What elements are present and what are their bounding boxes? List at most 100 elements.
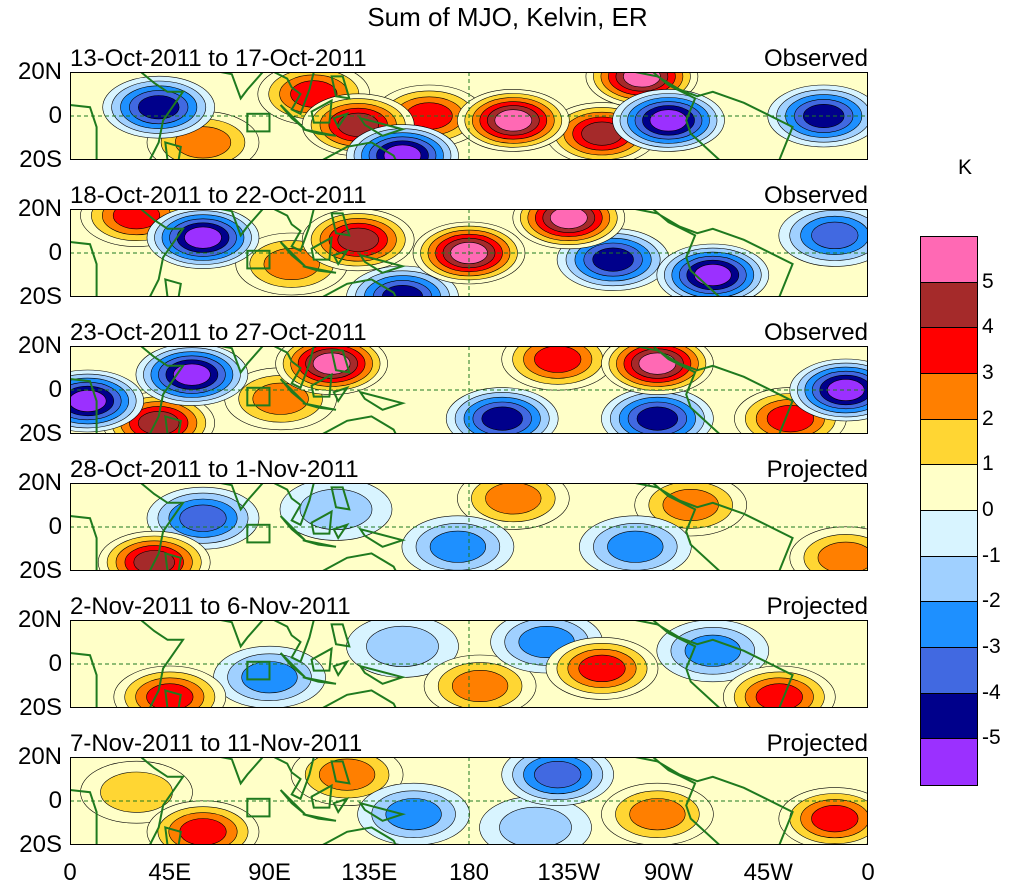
coastline [302, 128, 337, 137]
coastline [322, 415, 397, 434]
panel-kind-label: Projected [762, 731, 868, 757]
anomaly-contour [802, 103, 845, 128]
coastline [358, 390, 407, 411]
anomaly-contour [811, 804, 859, 833]
colorbar-label: -2 [982, 589, 1001, 613]
coastline [635, 346, 794, 434]
panel-date-range: 28-Oct-2011 to 1-Nov-2011 [70, 457, 363, 483]
map-panel: 2-Nov-2011 to 6-Nov-2011 Projected [70, 594, 868, 708]
panel-heatmap [70, 209, 868, 297]
coastline [330, 75, 351, 100]
panel-date-range: 23-Oct-2011 to 27-Oct-2011 [70, 320, 371, 346]
coastline [302, 402, 337, 411]
coastline [330, 623, 351, 648]
colorbar-box [921, 374, 977, 420]
anomaly-contour [485, 483, 542, 515]
lat-tick-label: 20N [17, 58, 62, 85]
lat-tick-label: 20N [17, 195, 62, 222]
colorbar-label: -5 [982, 726, 1001, 750]
coastline [70, 483, 185, 571]
lon-tick-label: 135E [341, 859, 398, 886]
anomaly-contour [826, 378, 865, 401]
coastline [70, 757, 185, 845]
lon-tick-label: 90E [248, 859, 291, 886]
coastline [332, 385, 350, 403]
colorbar-box [921, 282, 977, 329]
colorbar-label: 5 [982, 269, 994, 293]
coastline [164, 689, 182, 708]
lat-tick-label: 20S [19, 831, 62, 858]
lat-tick-label: 0 [48, 513, 62, 540]
coastline [220, 72, 265, 101]
lat-tick-label: 0 [48, 376, 62, 403]
panel-kind-label: Observed [759, 320, 868, 346]
coastline [635, 72, 794, 160]
panel-date-range: 13-Oct-2011 to 17-Oct-2011 [70, 46, 371, 72]
colorbar-box [921, 419, 977, 466]
coastline [70, 72, 185, 160]
coastline [273, 209, 315, 253]
colorbar-label: -3 [982, 635, 1001, 658]
coastline [332, 796, 350, 814]
panel-heatmap [70, 346, 868, 434]
coastline [302, 813, 337, 822]
coastline [273, 620, 315, 664]
colorbar-box [921, 465, 977, 511]
coastline [273, 483, 315, 527]
panel-kind-label: Observed [759, 183, 868, 209]
coastline [164, 826, 182, 845]
map-panel: 28-Oct-2011 to 1-Nov-2011 Projected [70, 457, 868, 571]
anomaly-contour [494, 109, 533, 132]
lat-tick-label: 20S [19, 283, 62, 310]
region-box [246, 112, 271, 133]
coastline [302, 676, 337, 685]
coastline [310, 98, 333, 124]
anomaly-contour [629, 798, 686, 831]
coastline [330, 760, 351, 785]
anomaly-contour [817, 541, 868, 571]
region-box [246, 797, 271, 818]
lat-tick-label: 0 [48, 650, 62, 677]
anomaly-contour [184, 226, 222, 249]
colorbar-label: 1 [982, 452, 994, 476]
coastline [220, 483, 265, 512]
colorbar-label: 0 [982, 498, 994, 521]
coastline [358, 116, 407, 137]
anomaly-contour [607, 530, 664, 563]
panel-date-range: 18-Oct-2011 to 22-Oct-2011 [70, 183, 371, 209]
region-box [246, 660, 271, 681]
anomaly-contour [592, 247, 634, 272]
anomaly-contour [481, 406, 523, 431]
coastline [279, 789, 306, 815]
colorbar-box [921, 648, 977, 694]
coastline [279, 241, 306, 267]
coastline [302, 265, 337, 274]
anomaly-contour [366, 625, 439, 667]
lon-tick-label: 0 [63, 859, 77, 886]
chart-title: Sum of MJO, Kelvin, ER [367, 2, 648, 32]
coastline [332, 248, 350, 266]
coastline [635, 209, 794, 297]
anomaly-contour [649, 109, 688, 132]
coastline [220, 757, 265, 786]
colorbar-box [921, 237, 977, 283]
coastline [358, 253, 407, 274]
coastline [279, 652, 306, 678]
panel-heatmap [70, 72, 868, 160]
map-panel: 23-Oct-2011 to 27-Oct-2011 Observed [70, 320, 868, 434]
colorbar-label: -1 [982, 543, 1001, 567]
lon-tick-label: 90W [643, 859, 694, 886]
colorbar-box [921, 328, 977, 374]
anomaly-contour [811, 221, 859, 249]
lat-tick-label: 0 [48, 102, 62, 129]
coastline [330, 349, 351, 374]
lon-tick-label: 0 [861, 859, 875, 886]
colorbar-label: -4 [982, 680, 1001, 704]
colorbar-box [921, 739, 977, 785]
coastline [279, 515, 306, 541]
coastline [635, 757, 794, 845]
coastline [164, 415, 182, 434]
lat-tick-label: 20N [17, 743, 62, 770]
coastline [332, 522, 350, 540]
panel-heatmap [70, 483, 868, 571]
